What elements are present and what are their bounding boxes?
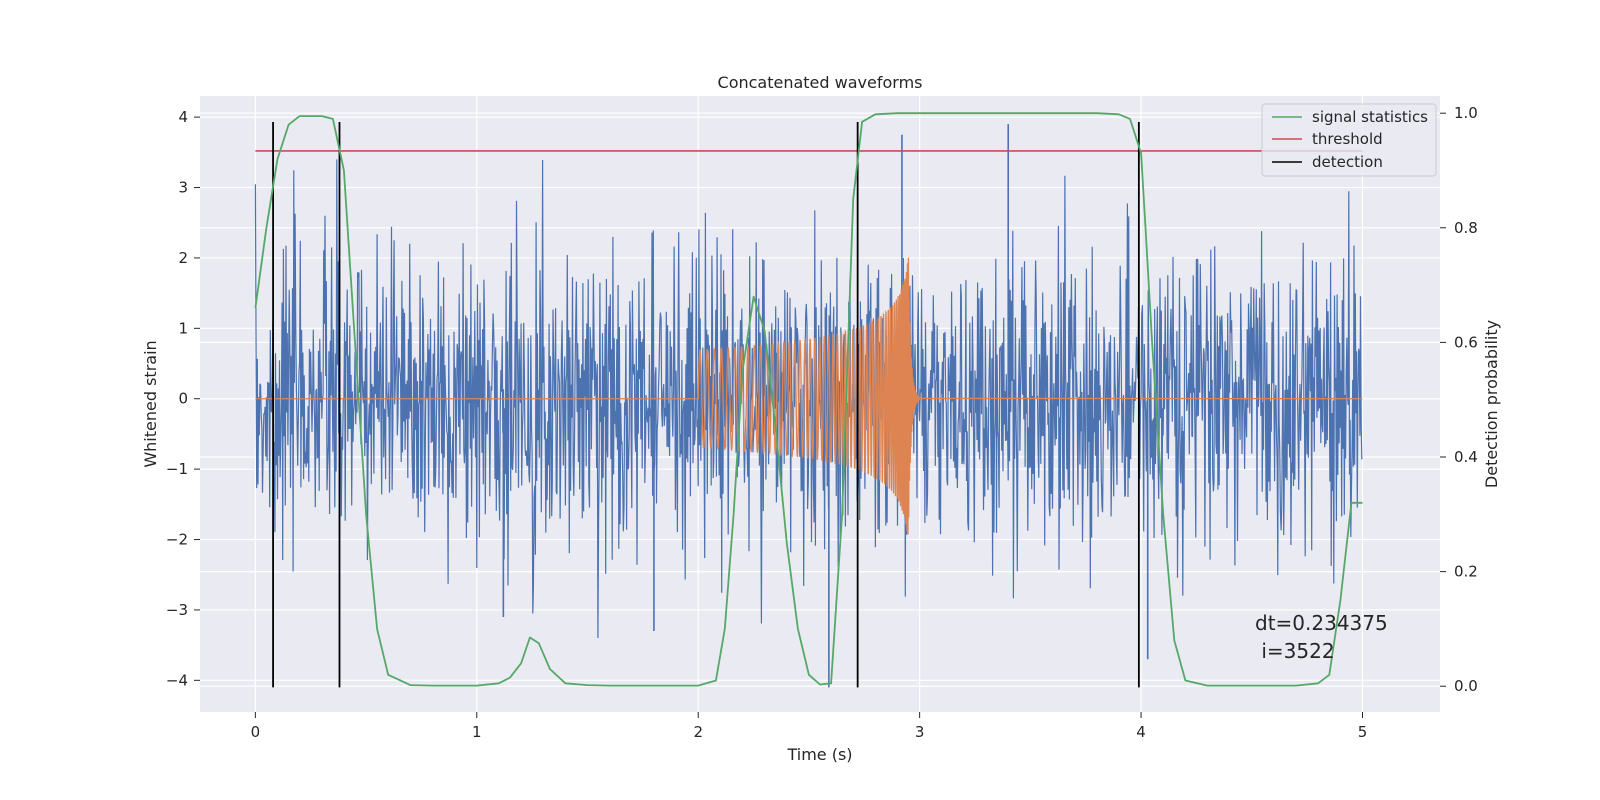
- y2-tick-label: 0.8: [1454, 219, 1478, 237]
- legend-entry-signal-statistics: signal statistics: [1312, 108, 1428, 126]
- y-tick-label: −1: [166, 460, 188, 478]
- annotation-dt: dt=0.234375: [1255, 611, 1388, 635]
- y-tick-label: −3: [166, 601, 188, 619]
- y-axis-label-right: Detection probability: [1482, 320, 1501, 488]
- chart-title: Concatenated waveforms: [718, 73, 923, 92]
- y2-tick-label: 0.4: [1454, 448, 1478, 466]
- y-tick-label: −2: [166, 531, 188, 549]
- annotation-index: i=3522: [1255, 639, 1335, 663]
- y2-tick-label: 0.6: [1454, 333, 1478, 351]
- y-tick-label: −4: [166, 671, 188, 689]
- y2-tick-label: 0.2: [1454, 563, 1478, 581]
- y-axis-label-left: Whitened strain: [141, 340, 160, 467]
- axes: 0 1 2 3 4 5 4 3 2 1 0 −1 −2 −3 −4 1.0 0.8 0.6 0.4 0.2 0.0: [166, 104, 1478, 741]
- x-tick-label: 2: [693, 723, 703, 741]
- x-axis-label: Time (s): [786, 745, 852, 764]
- y-tick-label: 0: [178, 390, 188, 408]
- y-tick-label: 1: [178, 319, 188, 337]
- legend-entry-detection: detection: [1312, 153, 1383, 171]
- x-tick-label: 4: [1136, 723, 1146, 741]
- x-tick-label: 0: [251, 723, 261, 741]
- y-tick-label: 4: [178, 108, 188, 126]
- template-waveform-series: [255, 257, 1363, 535]
- signal-statistics-series: [254, 112, 1363, 687]
- legend-frame: [1261, 103, 1437, 177]
- y2-tick-label: 0.0: [1454, 677, 1478, 695]
- x-tick-label: 3: [915, 723, 925, 741]
- plot-content: [254, 112, 1363, 688]
- x-tick-label: 1: [472, 723, 482, 741]
- y-tick-label: 2: [178, 249, 188, 267]
- y2-tick-label: 1.0: [1454, 104, 1478, 122]
- y-tick-label: 3: [178, 179, 188, 197]
- legend-entry-threshold: threshold: [1312, 130, 1383, 148]
- x-tick-label: 5: [1358, 723, 1368, 741]
- legend: signal statistics threshold detection: [1261, 103, 1437, 177]
